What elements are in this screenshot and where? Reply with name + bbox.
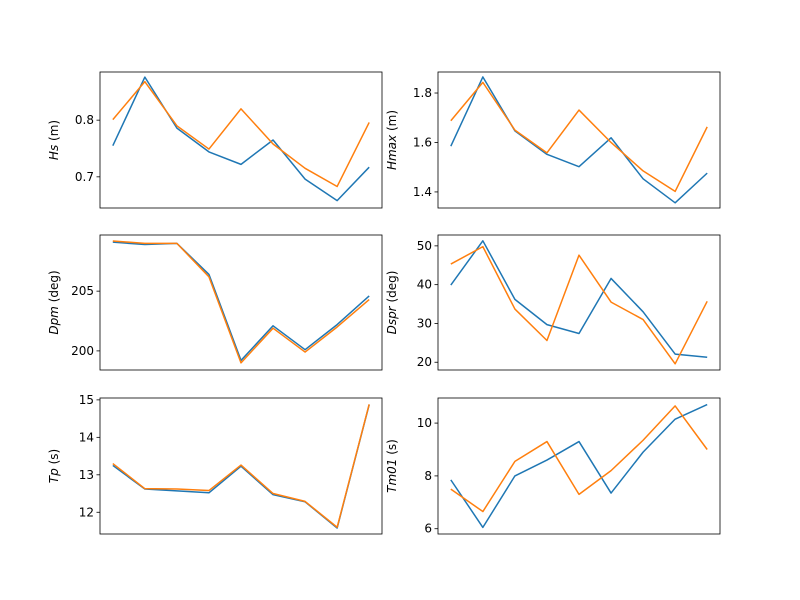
subplot-3: 200 205 Dpm (deg) bbox=[47, 234, 383, 371]
series-2-line bbox=[112, 404, 370, 529]
y-tick-label: 40 bbox=[417, 278, 432, 292]
y-axis-label-var: Hmax bbox=[385, 134, 399, 170]
series-2-line bbox=[450, 245, 708, 365]
y-tick-label: 10 bbox=[417, 416, 432, 430]
y-tick-label: 8 bbox=[424, 469, 432, 483]
y-axis-label-var: Hs bbox=[47, 145, 61, 160]
series-2-line bbox=[112, 80, 370, 188]
y-tick-label: 12 bbox=[79, 505, 94, 519]
y-axis-label-unit: (m) bbox=[385, 110, 399, 135]
series-1-line bbox=[112, 241, 370, 362]
y-tick-label: 0.7 bbox=[75, 170, 94, 184]
y-tick-label: 14 bbox=[79, 430, 94, 444]
y-tick-label: 205 bbox=[71, 284, 94, 298]
y-tick-label: 200 bbox=[71, 344, 94, 358]
y-axis-label-unit: (deg) bbox=[47, 270, 61, 306]
series-1-line bbox=[450, 240, 708, 358]
y-axis-label: Hmax (m) bbox=[385, 110, 399, 170]
series-1-line bbox=[112, 76, 370, 202]
y-tick-label: 15 bbox=[79, 393, 94, 407]
y-tick-label: 20 bbox=[417, 355, 432, 369]
axes-frame bbox=[437, 397, 721, 535]
series-2-line bbox=[450, 81, 708, 193]
y-axis-label-unit: (m) bbox=[47, 120, 61, 145]
y-axis-label-unit: (s) bbox=[47, 449, 61, 468]
subplot-5: 12 13 14 15 Tp (s) bbox=[47, 393, 383, 535]
axes-frame bbox=[99, 234, 383, 371]
y-axis-label-unit: (s) bbox=[385, 439, 399, 458]
axes-frame bbox=[437, 234, 721, 371]
y-tick-label: 1.8 bbox=[413, 86, 432, 100]
subplot-6: 6 8 10 Tm01 (s) bbox=[385, 397, 721, 536]
y-axis-label: Dspr (deg) bbox=[385, 271, 399, 335]
series-1-line bbox=[112, 404, 370, 529]
y-tick-label: 1.6 bbox=[413, 135, 432, 149]
series-2-line bbox=[450, 405, 708, 513]
subplot-1: 0.7 0.8 Hs (m) bbox=[47, 71, 383, 209]
y-tick-label: 0.8 bbox=[75, 113, 94, 127]
y-axis-label-var: Dpm bbox=[47, 306, 61, 335]
series-2-line bbox=[112, 240, 370, 364]
series-1-line bbox=[450, 403, 708, 529]
y-axis-label: Dpm (deg) bbox=[47, 270, 61, 334]
y-tick-label: 50 bbox=[417, 239, 432, 253]
y-axis-label-var: Tp bbox=[47, 468, 61, 483]
y-axis-label-var: Dspr bbox=[385, 305, 399, 334]
y-tick-label: 6 bbox=[424, 522, 432, 536]
subplot-2: 1.4 1.6 1.8 Hmax (m) bbox=[385, 71, 721, 209]
subplot-4: 20 30 40 50 Dspr (deg) bbox=[385, 234, 721, 371]
y-tick-label: 1.4 bbox=[413, 185, 432, 199]
y-axis-label: Tp (s) bbox=[47, 449, 61, 483]
y-tick-label: 13 bbox=[79, 468, 94, 482]
y-axis-label-unit: (deg) bbox=[385, 271, 399, 307]
y-axis-label: Hs (m) bbox=[47, 120, 61, 160]
y-axis-label-var: Tm01 bbox=[385, 459, 399, 493]
axes-frame bbox=[437, 71, 721, 209]
axes-frame bbox=[99, 397, 383, 535]
series-1-line bbox=[450, 76, 708, 204]
axes-frame bbox=[99, 71, 383, 209]
y-tick-label: 30 bbox=[417, 316, 432, 330]
y-axis-label: Tm01 (s) bbox=[385, 439, 399, 493]
